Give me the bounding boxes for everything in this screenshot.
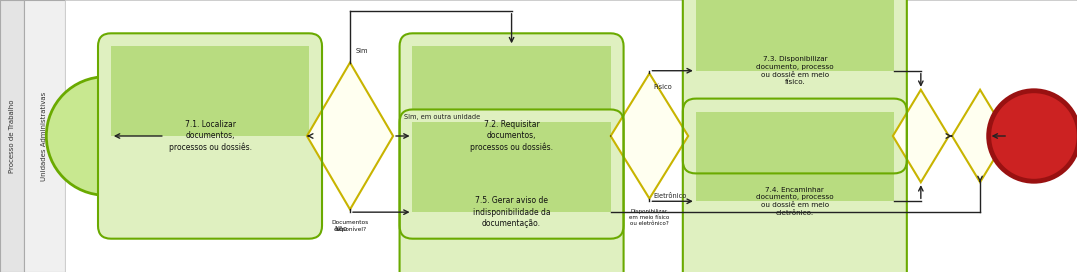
Text: 7.1. Localizar
documentos,
processos ou dossiês.: 7.1. Localizar documentos, processos ou … — [168, 120, 252, 152]
Circle shape — [989, 91, 1077, 181]
FancyBboxPatch shape — [400, 109, 624, 272]
FancyBboxPatch shape — [412, 46, 611, 136]
Bar — [24, 0, 65, 272]
FancyBboxPatch shape — [412, 122, 611, 212]
Polygon shape — [952, 90, 1008, 182]
Text: Processo de Trabalho: Processo de Trabalho — [9, 99, 15, 173]
Polygon shape — [893, 90, 949, 182]
Text: 7.3. Disponibilizar
documento, processo
ou dossiê em meio
físico.: 7.3. Disponibilizar documento, processo … — [756, 56, 834, 85]
Text: 7.4. Encaminhar
documento, processo
ou dossiê em meio
eletrônico.: 7.4. Encaminhar documento, processo ou d… — [756, 187, 834, 216]
FancyBboxPatch shape — [400, 33, 624, 239]
Text: 7.2. Requisitar
documentos,
processos ou dossiês.: 7.2. Requisitar documentos, processos ou… — [470, 120, 554, 152]
Text: Não: Não — [335, 226, 348, 232]
FancyBboxPatch shape — [696, 112, 894, 201]
Text: Unidades Administrativas: Unidades Administrativas — [41, 91, 47, 181]
Text: Físico: Físico — [654, 84, 672, 90]
Text: 7.5. Gerar aviso de
indisponibilidade da
documentação.: 7.5. Gerar aviso de indisponibilidade da… — [473, 196, 550, 228]
FancyBboxPatch shape — [111, 46, 309, 136]
FancyBboxPatch shape — [683, 98, 907, 272]
Text: Sim: Sim — [355, 48, 368, 54]
Bar — [0, 0, 24, 272]
FancyBboxPatch shape — [683, 0, 907, 174]
Text: Disponibilizar
em meio físico
ou eletrônico?: Disponibilizar em meio físico ou eletrôn… — [629, 209, 670, 226]
Text: Sim, em outra unidade: Sim, em outra unidade — [404, 114, 480, 120]
Polygon shape — [307, 63, 393, 209]
FancyBboxPatch shape — [98, 33, 322, 239]
Circle shape — [46, 77, 165, 195]
Text: Eletrônico: Eletrônico — [654, 193, 687, 199]
Text: Documentos
disponível?: Documentos disponível? — [332, 220, 368, 232]
Polygon shape — [611, 73, 688, 199]
FancyBboxPatch shape — [696, 0, 894, 71]
